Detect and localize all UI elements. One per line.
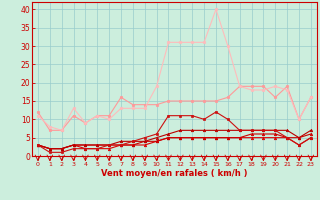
X-axis label: Vent moyen/en rafales ( km/h ): Vent moyen/en rafales ( km/h ) bbox=[101, 169, 248, 178]
